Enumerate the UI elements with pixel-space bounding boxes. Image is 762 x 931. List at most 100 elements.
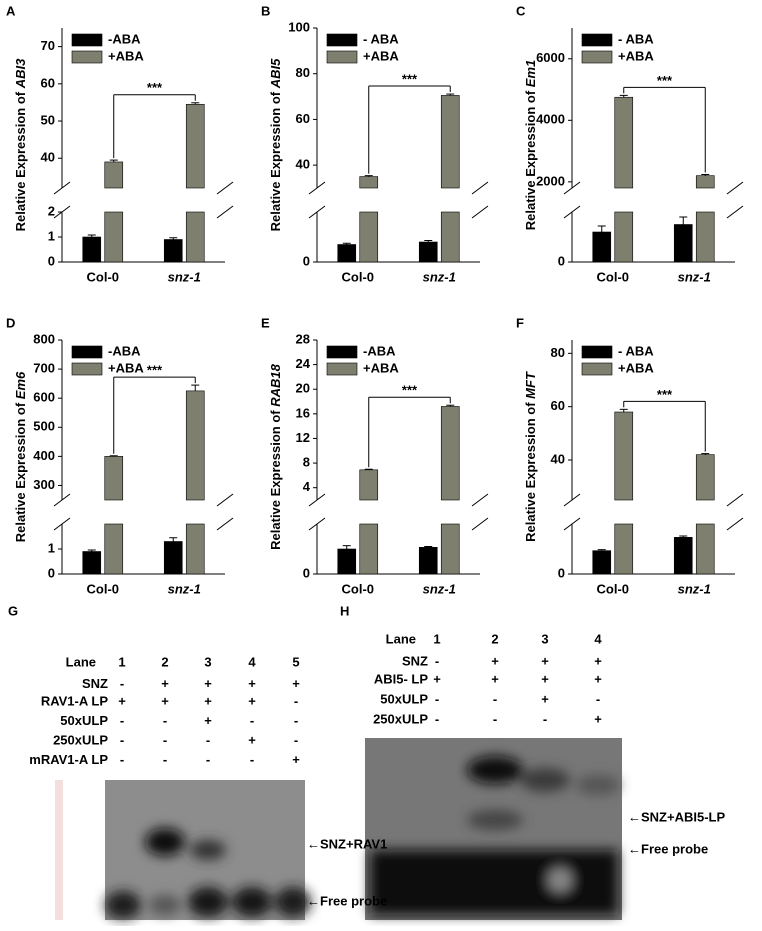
x-tick-label: snz-1 bbox=[423, 269, 456, 284]
bar bbox=[104, 456, 124, 501]
bar bbox=[614, 523, 634, 575]
condition-sign: - bbox=[120, 713, 124, 728]
bar bbox=[614, 411, 634, 501]
panel-label: C bbox=[516, 3, 526, 18]
condition-sign: - bbox=[120, 752, 124, 767]
y-tick-label: 0 bbox=[303, 565, 310, 580]
y-tick-label: 500 bbox=[33, 419, 55, 434]
y-tick-label: 1 bbox=[48, 228, 55, 243]
legend-swatch bbox=[581, 345, 613, 359]
condition-sign: - bbox=[596, 691, 600, 706]
y-axis-label-text: Relative Expression of bbox=[268, 91, 283, 231]
y-axis-label: Relative Expression of MFT bbox=[523, 371, 538, 542]
legend-swatch bbox=[326, 362, 358, 376]
y-axis-label-gene: ABI5 bbox=[268, 58, 283, 89]
condition-sign: - bbox=[294, 713, 298, 728]
y-tick-label: 8 bbox=[303, 455, 310, 470]
axis-break bbox=[216, 205, 234, 219]
y-axis-label-gene: Em6 bbox=[13, 371, 28, 399]
bar bbox=[592, 231, 612, 263]
significance-label: *** bbox=[147, 363, 163, 378]
band-label: ←Free probe bbox=[628, 841, 708, 856]
condition-sign: - bbox=[250, 752, 254, 767]
panel-label: H bbox=[340, 603, 349, 618]
y-tick-label: 20 bbox=[296, 381, 310, 396]
y-tick-label: 60 bbox=[41, 75, 55, 90]
lane-number: 4 bbox=[248, 654, 256, 669]
y-tick-label: 2 bbox=[48, 203, 55, 218]
y-tick-label: 40 bbox=[551, 451, 565, 466]
y-tick-label: 50 bbox=[41, 112, 55, 127]
condition-sign: - bbox=[543, 711, 547, 726]
panel-label: D bbox=[6, 315, 15, 330]
bar bbox=[104, 161, 124, 189]
y-tick-label: 0 bbox=[558, 253, 565, 268]
condition-sign: + bbox=[594, 653, 602, 668]
lane-number: 4 bbox=[594, 631, 602, 646]
condition-sign: + bbox=[433, 671, 441, 686]
bar bbox=[673, 537, 693, 575]
lane-number: 3 bbox=[541, 631, 548, 646]
legend-label: -ABA bbox=[108, 31, 141, 46]
y-tick-label: 60 bbox=[551, 398, 565, 413]
condition-sign: + bbox=[491, 671, 499, 686]
x-tick-label: Col-0 bbox=[87, 581, 120, 596]
axis-break bbox=[471, 205, 489, 219]
lane-number: 1 bbox=[118, 654, 125, 669]
y-tick-label: 0 bbox=[303, 253, 310, 268]
y-tick-label: 6000 bbox=[536, 50, 565, 65]
bar bbox=[185, 211, 205, 263]
bar bbox=[185, 523, 205, 575]
panel-label: F bbox=[516, 315, 524, 330]
condition-sign: + bbox=[204, 693, 212, 708]
axis-break bbox=[216, 493, 234, 507]
lane-number: 1 bbox=[433, 631, 440, 646]
bar bbox=[163, 541, 183, 575]
condition-sign: + bbox=[292, 676, 300, 691]
condition-sign: - bbox=[120, 676, 124, 691]
condition-sign: - bbox=[206, 752, 210, 767]
panel-label: A bbox=[6, 3, 16, 18]
axis-break bbox=[53, 517, 71, 531]
condition-label: 250xULP bbox=[373, 711, 428, 726]
bar bbox=[440, 406, 460, 501]
lane-header: Lane bbox=[66, 654, 96, 669]
condition-sign: + bbox=[491, 653, 499, 668]
bar bbox=[359, 523, 379, 575]
y-axis-label-text: Relative Expression of bbox=[13, 402, 28, 542]
condition-sign: + bbox=[161, 676, 169, 691]
y-axis-label: Relative Expression of ABI5 bbox=[268, 58, 283, 231]
bar bbox=[614, 211, 634, 263]
y-axis-label-text: Relative Expression of bbox=[268, 410, 283, 550]
y-axis-label: Relative Expression of Em1 bbox=[523, 60, 538, 231]
bar bbox=[359, 176, 379, 189]
significance-label: *** bbox=[402, 383, 418, 398]
gel-h-image bbox=[365, 738, 622, 920]
x-tick-label: snz-1 bbox=[168, 269, 201, 284]
bar bbox=[418, 547, 438, 575]
y-tick-label: 400 bbox=[33, 448, 55, 463]
axis-break bbox=[726, 181, 744, 195]
y-tick-label: 600 bbox=[33, 390, 55, 405]
x-tick-label: Col-0 bbox=[342, 269, 375, 284]
y-tick-label: 700 bbox=[33, 361, 55, 376]
bar bbox=[695, 454, 715, 501]
y-tick-label: 60 bbox=[296, 111, 310, 126]
legend-label: +ABA bbox=[618, 48, 654, 63]
condition-sign: + bbox=[541, 653, 549, 668]
condition-label: SNZ bbox=[82, 676, 108, 691]
condition-sign: - bbox=[250, 713, 254, 728]
gel-g-image bbox=[55, 780, 311, 920]
y-tick-label: 0 bbox=[558, 565, 565, 580]
condition-sign: - bbox=[435, 653, 439, 668]
panel-label: G bbox=[8, 603, 18, 618]
bar bbox=[359, 469, 379, 501]
condition-sign: + bbox=[541, 691, 549, 706]
y-axis-label: Relative Expression of ABI3 bbox=[13, 58, 28, 231]
y-tick-label: 4 bbox=[303, 479, 311, 494]
condition-sign: + bbox=[248, 676, 256, 691]
axis-break bbox=[563, 205, 581, 219]
axis-break bbox=[471, 517, 489, 531]
condition-sign: - bbox=[435, 691, 439, 706]
lane-header: Lane bbox=[386, 631, 416, 646]
